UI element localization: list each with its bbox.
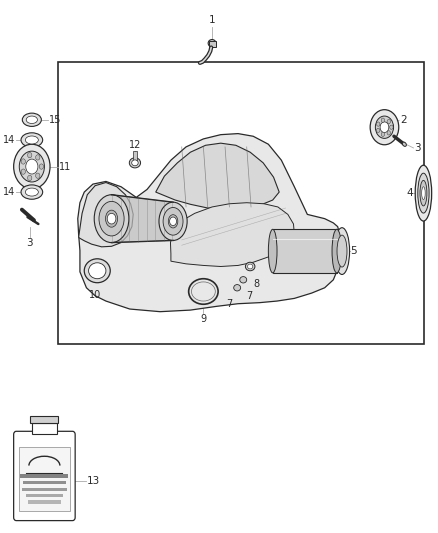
Text: 8: 8 xyxy=(253,279,259,289)
Circle shape xyxy=(26,159,38,174)
Text: 15: 15 xyxy=(49,115,62,125)
Circle shape xyxy=(381,132,385,136)
Circle shape xyxy=(35,155,40,160)
Ellipse shape xyxy=(332,229,342,273)
Polygon shape xyxy=(79,182,133,247)
Text: 10: 10 xyxy=(88,290,101,301)
Text: 7: 7 xyxy=(226,300,233,310)
Ellipse shape xyxy=(106,210,118,227)
Circle shape xyxy=(39,164,43,169)
Ellipse shape xyxy=(21,133,42,147)
Polygon shape xyxy=(156,143,279,209)
Ellipse shape xyxy=(208,39,216,47)
Ellipse shape xyxy=(22,113,41,126)
Bar xyxy=(208,41,215,47)
Text: 6: 6 xyxy=(315,252,321,262)
Bar xyxy=(26,494,63,497)
Circle shape xyxy=(377,128,380,133)
Ellipse shape xyxy=(268,229,277,273)
Text: 7: 7 xyxy=(246,292,252,302)
Text: 13: 13 xyxy=(87,476,101,486)
Polygon shape xyxy=(112,195,173,243)
Circle shape xyxy=(19,151,44,182)
Circle shape xyxy=(390,125,393,130)
Bar xyxy=(28,500,61,504)
Ellipse shape xyxy=(168,215,178,228)
Ellipse shape xyxy=(88,263,106,279)
Circle shape xyxy=(381,118,385,122)
Bar xyxy=(19,447,70,511)
Ellipse shape xyxy=(415,165,432,221)
Ellipse shape xyxy=(21,185,42,199)
Ellipse shape xyxy=(420,180,427,206)
Ellipse shape xyxy=(240,277,247,283)
Bar xyxy=(58,62,424,344)
Ellipse shape xyxy=(403,142,406,147)
Circle shape xyxy=(375,116,394,139)
Ellipse shape xyxy=(84,259,110,282)
Text: 12: 12 xyxy=(129,140,141,150)
Polygon shape xyxy=(170,203,294,266)
Circle shape xyxy=(377,122,380,126)
Bar xyxy=(133,151,137,160)
Bar xyxy=(273,229,337,273)
Ellipse shape xyxy=(94,195,129,243)
Ellipse shape xyxy=(26,116,38,124)
Ellipse shape xyxy=(247,264,253,269)
Text: 14: 14 xyxy=(3,187,15,197)
Circle shape xyxy=(387,131,391,135)
Text: 3: 3 xyxy=(26,238,33,248)
Ellipse shape xyxy=(234,285,240,291)
Bar xyxy=(23,481,66,484)
Ellipse shape xyxy=(335,228,350,274)
Ellipse shape xyxy=(163,207,183,235)
Text: 3: 3 xyxy=(414,143,421,153)
Circle shape xyxy=(380,122,389,133)
Text: 5: 5 xyxy=(351,246,357,256)
Circle shape xyxy=(170,217,177,225)
Circle shape xyxy=(370,110,399,145)
Ellipse shape xyxy=(25,188,39,196)
Ellipse shape xyxy=(337,235,347,267)
Ellipse shape xyxy=(25,136,39,144)
Bar xyxy=(21,474,68,478)
Circle shape xyxy=(387,119,391,124)
Circle shape xyxy=(107,213,116,224)
Circle shape xyxy=(35,173,40,179)
Ellipse shape xyxy=(422,187,425,199)
Ellipse shape xyxy=(159,202,187,240)
Ellipse shape xyxy=(418,173,429,213)
Circle shape xyxy=(28,152,32,158)
Circle shape xyxy=(21,159,25,164)
Ellipse shape xyxy=(245,262,255,271)
FancyBboxPatch shape xyxy=(14,431,75,521)
Ellipse shape xyxy=(129,158,141,168)
Bar xyxy=(30,416,59,423)
Text: 14: 14 xyxy=(3,135,15,145)
Text: 9: 9 xyxy=(200,314,206,325)
Text: 4: 4 xyxy=(406,188,413,198)
Ellipse shape xyxy=(132,160,138,166)
Text: 11: 11 xyxy=(59,161,71,172)
Ellipse shape xyxy=(99,201,124,236)
Bar xyxy=(32,423,57,434)
Text: 2: 2 xyxy=(400,115,406,125)
Circle shape xyxy=(14,144,50,189)
Text: 1: 1 xyxy=(209,15,215,25)
Bar xyxy=(22,488,67,491)
Circle shape xyxy=(28,175,32,181)
Circle shape xyxy=(21,169,25,174)
Polygon shape xyxy=(78,134,340,312)
